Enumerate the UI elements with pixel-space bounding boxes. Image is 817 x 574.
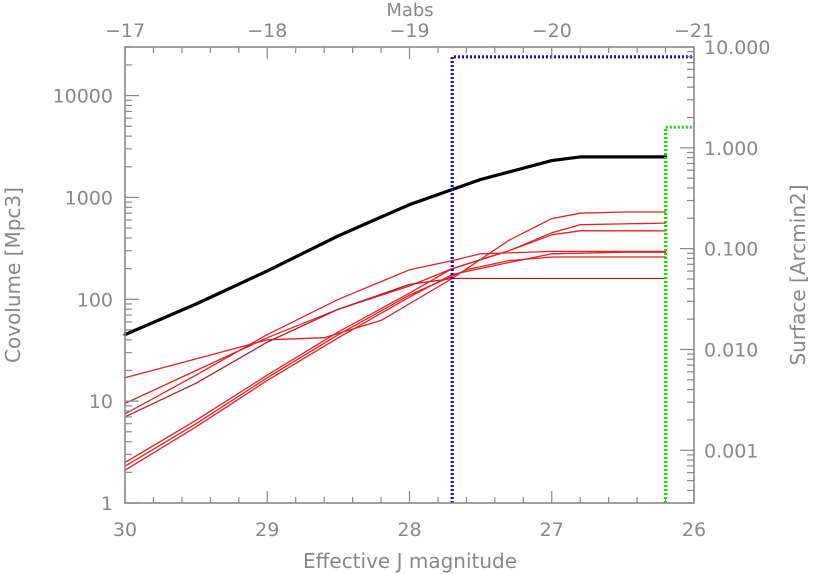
surface-outline-group bbox=[450, 55, 694, 503]
series-line-5 bbox=[124, 277, 667, 418]
top-x-axis-label: Mabs bbox=[386, 0, 433, 21]
x-tick-label-2: 29 bbox=[255, 519, 279, 541]
series-line-4 bbox=[124, 250, 667, 415]
top-x-tick-label-2: −18 bbox=[247, 20, 287, 42]
series-line-3 bbox=[124, 222, 667, 405]
series-group bbox=[123, 155, 668, 471]
top-x-tick-label-5: −21 bbox=[674, 20, 714, 42]
top-x-tick-label-4: −20 bbox=[532, 20, 572, 42]
series-line-1 bbox=[123, 155, 668, 337]
y-tick-label-4: 1000 bbox=[65, 187, 113, 209]
x-tick-label-5: 26 bbox=[682, 519, 706, 541]
tick-group bbox=[124, 46, 695, 504]
surface-outline-2 bbox=[664, 125, 694, 503]
right-y-tick-label-5: 10.000 bbox=[704, 37, 770, 59]
top-x-tick-label-1: −17 bbox=[105, 20, 145, 42]
right-y-tick-label-1: 0.001 bbox=[704, 440, 758, 462]
right-y-tick-label-4: 1.000 bbox=[704, 138, 758, 160]
series-line-2 bbox=[124, 211, 667, 379]
x-axis-label: Effective J magnitude bbox=[303, 549, 517, 573]
surface-outline-1 bbox=[450, 55, 694, 503]
right-y-tick-label-3: 0.100 bbox=[704, 239, 758, 261]
y-axis-label: Covolume [Mpc3] bbox=[1, 187, 25, 363]
y-tick-label-2: 10 bbox=[89, 391, 113, 413]
x-tick-label-3: 28 bbox=[397, 519, 421, 541]
x-tick-label-1: 30 bbox=[113, 519, 137, 541]
tick-label-group: 30 29 28 27 26 −17 −18 −19 −20 −21 1 10 100 1000 10000… bbox=[53, 20, 771, 541]
right-y-axis-label: Surface [Arcmin2] bbox=[786, 184, 810, 365]
top-x-tick-label-3: −19 bbox=[389, 20, 429, 42]
x-tick-label-4: 27 bbox=[540, 519, 564, 541]
series-line-7 bbox=[124, 256, 667, 467]
y-tick-label-5: 10000 bbox=[53, 86, 113, 108]
right-y-tick-label-2: 0.010 bbox=[704, 339, 758, 361]
series-line-8 bbox=[124, 251, 667, 471]
y-tick-label-3: 100 bbox=[77, 289, 113, 311]
y-tick-label-1: 1 bbox=[101, 493, 113, 515]
series-line-6 bbox=[124, 230, 667, 464]
plot-frame bbox=[124, 46, 695, 504]
